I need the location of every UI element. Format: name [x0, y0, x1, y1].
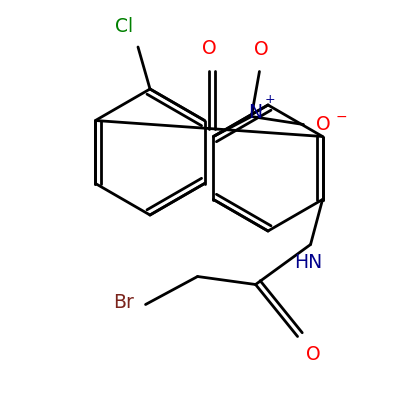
Text: O: O	[306, 345, 321, 364]
Text: O: O	[254, 40, 269, 59]
Text: N: N	[248, 103, 262, 122]
Text: Br: Br	[113, 293, 134, 312]
Text: −: −	[336, 110, 347, 124]
Text: O: O	[316, 115, 331, 134]
Text: O: O	[202, 39, 216, 58]
Text: Cl: Cl	[115, 18, 133, 36]
Text: HN: HN	[294, 253, 323, 272]
Text: +: +	[264, 93, 275, 106]
